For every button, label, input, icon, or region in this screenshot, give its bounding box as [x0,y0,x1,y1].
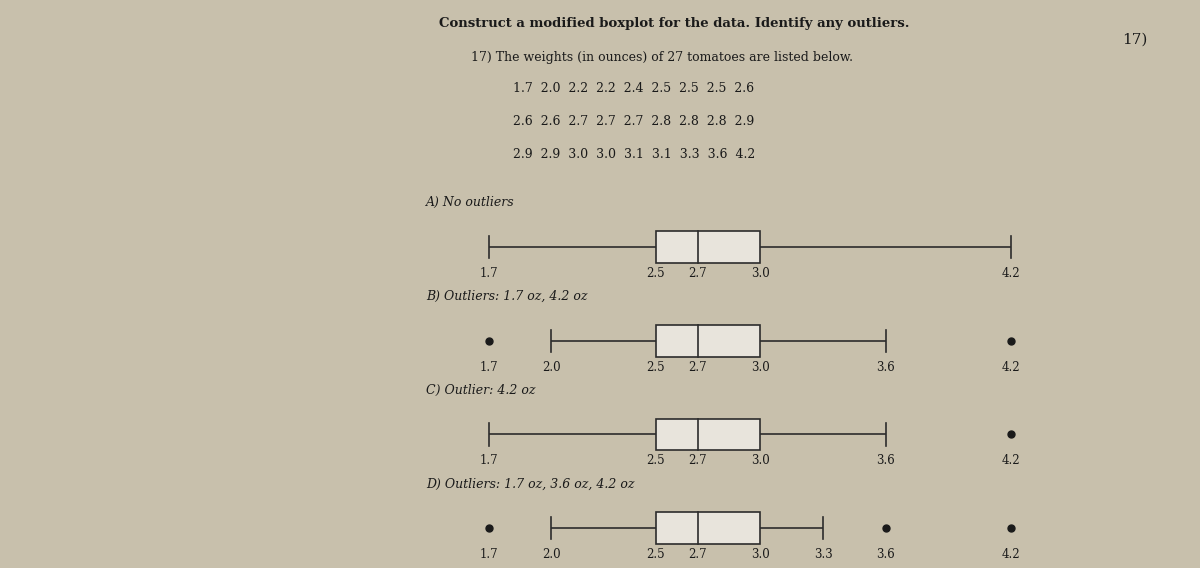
Text: 2.5: 2.5 [647,267,665,280]
Text: B) Outliers: 1.7 oz, 4.2 oz: B) Outliers: 1.7 oz, 4.2 oz [426,290,588,303]
Text: 1.7: 1.7 [479,361,498,374]
Text: 3.0: 3.0 [751,454,770,467]
Text: 4.2: 4.2 [1002,361,1021,374]
Text: 2.0: 2.0 [542,548,560,561]
Bar [656,419,761,450]
Text: 2.6  2.6  2.7  2.7  2.7  2.8  2.8  2.8  2.9: 2.6 2.6 2.7 2.7 2.7 2.8 2.8 2.8 2.9 [514,115,755,128]
Bar [656,231,761,263]
Text: Construct a modified boxplot for the data. Identify any outliers.: Construct a modified boxplot for the dat… [439,17,910,30]
Bar [656,512,761,544]
Text: 17) The weights (in ounces) of 27 tomatoes are listed below.: 17) The weights (in ounces) of 27 tomato… [472,51,853,64]
Text: C) Outlier: 4.2 oz: C) Outlier: 4.2 oz [426,384,535,397]
Text: 2.0: 2.0 [542,361,560,374]
Bar [656,325,761,357]
Text: 3.6: 3.6 [876,548,895,561]
Text: 3.0: 3.0 [751,267,770,280]
Text: 1.7  2.0  2.2  2.2  2.4  2.5  2.5  2.5  2.6: 1.7 2.0 2.2 2.2 2.4 2.5 2.5 2.5 2.6 [514,82,755,95]
Text: 2.7: 2.7 [689,361,707,374]
Text: 3.0: 3.0 [751,361,770,374]
Text: 1.7: 1.7 [479,454,498,467]
Text: 2.7: 2.7 [689,454,707,467]
Text: 1.7: 1.7 [479,267,498,280]
Text: 3.0: 3.0 [751,548,770,561]
Text: 4.2: 4.2 [1002,548,1021,561]
Text: 17): 17) [1122,33,1147,47]
Text: 3.6: 3.6 [876,454,895,467]
Text: 2.5: 2.5 [647,548,665,561]
Text: 4.2: 4.2 [1002,454,1021,467]
Text: 1.7: 1.7 [479,548,498,561]
Text: D) Outliers: 1.7 oz, 3.6 oz, 4.2 oz: D) Outliers: 1.7 oz, 3.6 oz, 4.2 oz [426,478,635,491]
Text: 2.5: 2.5 [647,454,665,467]
Text: 2.7: 2.7 [689,267,707,280]
Text: 4.2: 4.2 [1002,267,1021,280]
Text: A) No outliers: A) No outliers [426,197,515,210]
Text: 2.5: 2.5 [647,361,665,374]
Text: 2.7: 2.7 [689,548,707,561]
Text: 3.6: 3.6 [876,361,895,374]
Text: 2.9  2.9  3.0  3.0  3.1  3.1  3.3  3.6  4.2: 2.9 2.9 3.0 3.0 3.1 3.1 3.3 3.6 4.2 [514,148,756,161]
Text: 3.3: 3.3 [814,548,833,561]
